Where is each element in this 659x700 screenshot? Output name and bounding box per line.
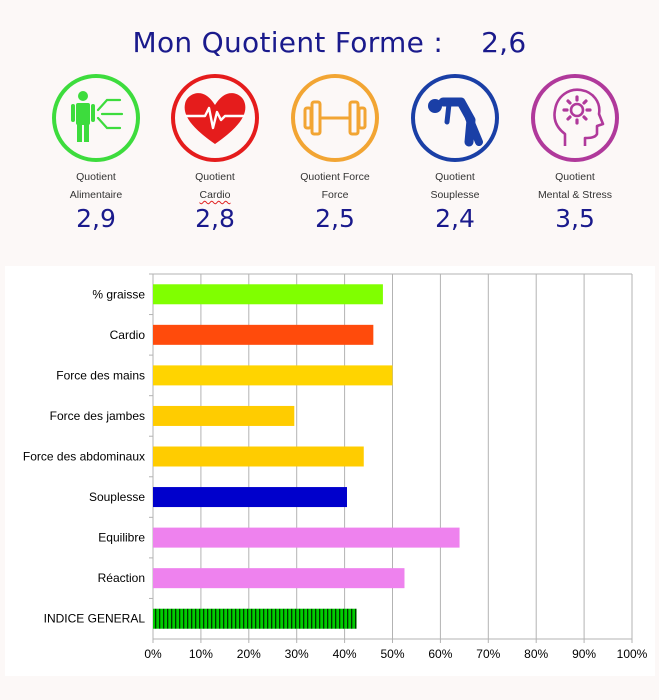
category-label: Force des abdominaux	[23, 450, 145, 464]
footer-strip	[0, 676, 659, 700]
bar	[153, 568, 405, 589]
heart-pulse-icon	[171, 74, 259, 162]
category-label: % graisse	[92, 287, 145, 301]
quotient-label-line1: Quotient Force	[300, 171, 370, 183]
quotient-souplesse: Quotient Souplesse 2,4	[395, 72, 515, 234]
x-tick-label: 100%	[617, 647, 648, 661]
bar	[153, 608, 357, 629]
x-tick-label: 20%	[237, 647, 261, 661]
quotient-label-line1: Quotient	[76, 171, 116, 183]
overall-score: 2,6	[481, 26, 527, 59]
quotient-label-line2: Souplesse	[430, 189, 480, 201]
quotient-label-line2: Mental & Stress	[537, 189, 613, 201]
category-label: Souplesse	[89, 490, 145, 504]
x-tick-label: 50%	[380, 647, 404, 661]
x-tick-label: 80%	[524, 647, 548, 661]
x-tick-label: 40%	[333, 647, 357, 661]
quotient-alimentaire: Quotient Alimentaire 2,9	[36, 72, 156, 234]
quotient-value: 2,9	[76, 204, 116, 233]
quotient-header: Mon Quotient Forme : 2,6 Quotient Aliment…	[0, 0, 659, 262]
bar	[153, 405, 295, 426]
x-tick-label: 90%	[572, 647, 596, 661]
quotient-value: 2,5	[315, 204, 355, 233]
quotient-value: 2,8	[195, 204, 235, 233]
stretching-person-icon	[411, 74, 499, 162]
title-text: Mon Quotient Forme :	[132, 26, 444, 59]
category-label: Force des jambes	[50, 409, 145, 423]
category-label: Equilibre	[98, 531, 145, 545]
quotient-label-line2: Alimentaire	[69, 189, 123, 201]
horizontal-bar-chart: 0% 10% 20% 30% 40% 50% 60% 70% 80% 90% 100% % grais…	[23, 273, 648, 661]
category-label: Force des mains	[56, 368, 145, 382]
quotient-label-line1: Quotient	[435, 171, 475, 183]
bar	[153, 487, 347, 508]
x-tick-label: 60%	[428, 647, 452, 661]
quotient-label-line2: Force	[321, 189, 349, 201]
category-label: Cardio	[110, 328, 146, 342]
quotient-value: 2,4	[435, 204, 475, 233]
x-tick-label: 0%	[144, 647, 162, 661]
dumbbell-icon	[291, 74, 379, 162]
bar	[153, 284, 383, 305]
category-label: INDICE GENERAL	[44, 612, 146, 626]
bar	[153, 324, 374, 345]
head-gear-icon	[531, 74, 619, 162]
category-label: Réaction	[98, 571, 145, 585]
quotient-mental: Quotient Mental & Stress 3,5	[515, 72, 635, 234]
person-nutrition-icon	[52, 74, 140, 162]
bar	[153, 446, 364, 467]
quotient-label-line2: Cardio	[199, 189, 231, 201]
x-tick-label: 10%	[189, 647, 213, 661]
x-tick-label: 70%	[476, 647, 500, 661]
bar	[153, 365, 393, 386]
page-title: Mon Quotient Forme : 2,6	[0, 26, 659, 59]
quotient-label-line1: Quotient	[195, 171, 235, 183]
bar	[153, 527, 460, 548]
quotient-force: Quotient Force Force 2,5	[275, 72, 395, 234]
quotient-cardio: Quotient Cardio 2,8	[155, 72, 275, 234]
quotient-value: 3,5	[555, 204, 595, 233]
bar-chart-panel: 0% 10% 20% 30% 40% 50% 60% 70% 80% 90% 100% % grais…	[5, 266, 655, 676]
x-tick-label: 30%	[285, 647, 309, 661]
quotient-label-line1: Quotient	[555, 171, 595, 183]
